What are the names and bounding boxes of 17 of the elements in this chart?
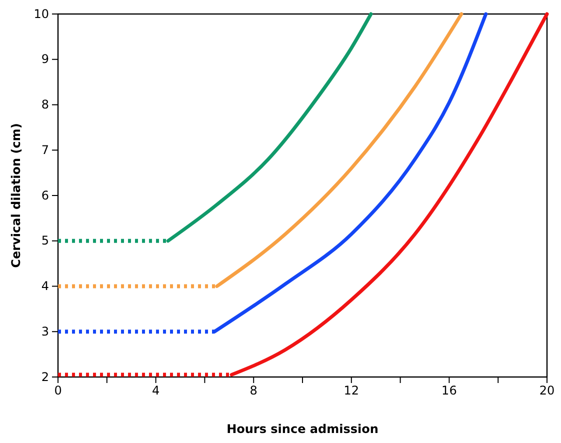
x-tick-label: 4 (152, 384, 160, 398)
x-tick-label: 8 (250, 384, 258, 398)
x-axis-title: Hours since admission (226, 422, 378, 436)
y-axis-title: Cervical dilation (cm) (9, 123, 23, 268)
x-tick-label: 12 (344, 384, 360, 398)
y-tick-label: 6 (41, 188, 49, 202)
y-tick-label: 9 (41, 52, 49, 66)
y-tick-label: 5 (41, 234, 49, 248)
y-tick-label: 10 (34, 6, 49, 21)
x-tick-label: 0 (54, 384, 62, 398)
y-tick-label: 2 (41, 370, 49, 384)
x-tick-label: 16 (442, 384, 457, 398)
y-tick-label: 4 (41, 279, 49, 294)
x-tick-label: 20 (539, 384, 555, 398)
y-tick-label: 3 (41, 324, 49, 338)
y-tick-label: 7 (41, 142, 49, 157)
y-tick-label: 8 (41, 98, 49, 112)
